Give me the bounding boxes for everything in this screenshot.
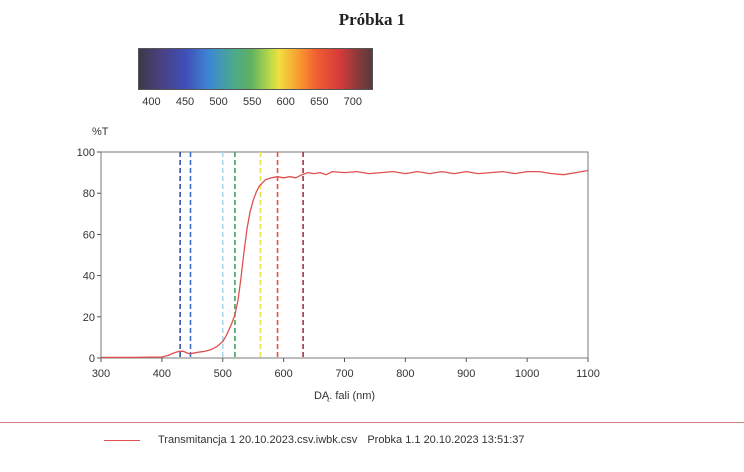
x-tick-label-700: 700 [335,368,353,380]
x-tick-label-900: 900 [457,368,475,380]
legend-line-swatch [104,439,140,441]
x-tick-label-600: 600 [274,368,292,380]
x-axis-label: DĄ. fali (nm) [314,390,375,402]
series-line-0 [101,169,589,359]
spectrum-scale: 400 450 500 550 600 650 700 [138,96,373,110]
legend-entry-label: Transmitancja 1 20.10.2023.csv.iwbk.csv [158,434,358,446]
y-tick-label-20: 20 [83,312,95,324]
transmittance-chart: 0 20 40 60 80 100 300 400 500 600 700 800 900 1000 110… [77,126,600,402]
x-tick-label-1000: 1000 [515,368,539,380]
y-tick-label-100: 100 [77,147,95,159]
plot-frame [100,151,589,359]
y-axis-label: %T [92,126,109,138]
x-tick-label-300: 300 [92,368,110,380]
y-tick-label-0: 0 [89,353,95,365]
color-spectrum-bar [138,48,373,90]
legend: Transmitancja 1 20.10.2023.csv.iwbk.csv … [104,432,525,448]
x-tick-label-800: 800 [396,368,414,380]
legend-sample-label: Probka 1.1 20.10.2023 13:51:37 [367,434,525,446]
y-tick-label-40: 40 [83,271,95,283]
divider-line [0,422,744,423]
spectrum-tick-700: 700 [343,96,363,108]
spectrum-tick-400: 400 [142,96,161,108]
page-title: Próbka 1 [338,10,406,29]
spectrum-tick-500: 500 [209,96,228,108]
x-tick-label-500: 500 [214,368,232,380]
y-tick-label-60: 60 [83,229,95,241]
x-tick-label-1100: 1100 [576,368,600,380]
spectrum-tick-550: 550 [242,96,262,108]
spectrum-tick-650: 650 [310,96,329,108]
spectrum-tick-450: 450 [175,96,195,108]
y-tick-label-80: 80 [83,188,95,200]
x-tick-label-400: 400 [153,368,171,380]
spectrum-tick-600: 600 [276,96,295,108]
